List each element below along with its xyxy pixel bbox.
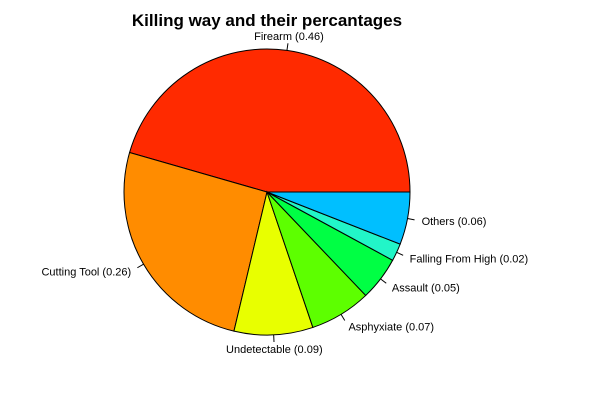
pie-slice-firearm <box>128 48 411 193</box>
slice-label-undetectable: Undetectable (0.09) <box>226 344 323 356</box>
leader-line-cutting-tool <box>137 263 144 269</box>
pie-slice-others <box>266 191 411 245</box>
slice-label-others: Others (0.06) <box>422 216 487 228</box>
pie-labels: Firearm (0.46) Cutting Tool (0.26) Undetec… <box>41 31 528 356</box>
leader-line-assault <box>380 278 387 284</box>
slice-label-firearm: Firearm (0.46) <box>254 31 324 43</box>
leader-line-firearm <box>286 43 289 51</box>
chart-title: Killing way and their percantages <box>132 11 402 30</box>
leader-line-others <box>407 218 415 221</box>
pie-slice-undetectable <box>233 190 314 336</box>
slice-label-cutting-tool: Cutting Tool (0.26) <box>41 266 131 278</box>
leader-line-falling-from-high <box>396 251 404 256</box>
leader-line-asphyxiate <box>340 314 346 321</box>
slice-label-asphyxiate: Asphyxiate (0.07) <box>348 322 434 334</box>
slice-label-assault: Assault (0.05) <box>392 283 460 295</box>
pie-leader-lines <box>137 43 415 343</box>
pie-slices <box>123 48 411 336</box>
slice-label-falling-from-high: Falling From High (0.02) <box>410 253 529 265</box>
